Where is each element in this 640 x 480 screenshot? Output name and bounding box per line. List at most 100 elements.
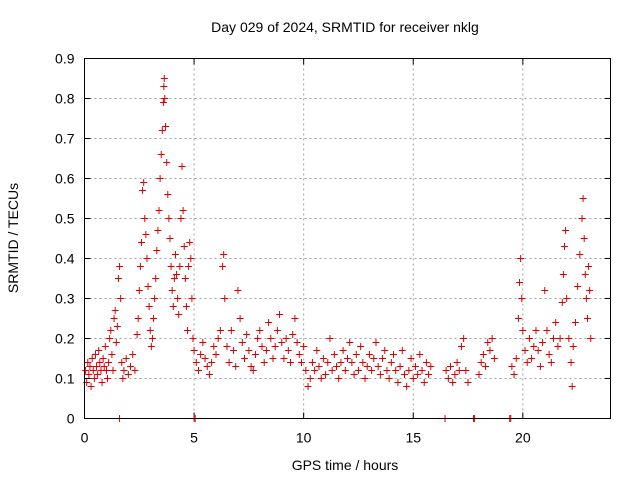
data-point-marker (84, 359, 92, 366)
data-point-marker (324, 359, 332, 366)
data-point-marker (563, 295, 571, 302)
y-tick-label: 0.2 (55, 331, 75, 347)
y-tick-label: 0.4 (55, 251, 75, 267)
data-point-marker (453, 359, 461, 366)
data-point-marker (95, 347, 103, 354)
data-point-marker (576, 251, 584, 258)
data-point-marker (451, 371, 459, 378)
data-point-marker (350, 371, 358, 378)
data-point-marker (565, 335, 573, 342)
data-point-marker (152, 275, 160, 282)
data-point-marker (534, 347, 542, 354)
data-point-marker (394, 379, 402, 386)
data-point-marker (158, 127, 166, 134)
data-point-marker (484, 339, 492, 346)
data-point-marker (260, 359, 268, 366)
data-point-marker (344, 355, 351, 362)
data-point-marker (273, 327, 281, 334)
data-point-marker (181, 275, 189, 282)
data-point-marker (354, 367, 362, 374)
data-point-marker (293, 339, 301, 346)
data-point-marker (199, 339, 207, 346)
data-point-marker (267, 335, 275, 342)
data-point-marker (175, 311, 183, 318)
data-point-marker (108, 351, 116, 358)
data-point-marker (313, 347, 321, 354)
data-point-marker (141, 215, 149, 222)
plot-frame (84, 58, 611, 419)
data-point-marker (523, 359, 531, 366)
data-point-marker (508, 363, 516, 370)
data-point-marker (315, 363, 323, 370)
data-point-marker (422, 359, 430, 366)
x-tick-label: 0 (81, 430, 89, 446)
data-point-marker (581, 271, 589, 278)
data-point-marker (482, 363, 490, 370)
data-point-marker (205, 371, 213, 378)
data-point-marker (240, 355, 248, 362)
data-point-marker (586, 287, 594, 294)
data-point-marker (306, 375, 314, 382)
x-tick-label: 15 (405, 430, 421, 446)
data-point-marker (486, 347, 494, 354)
y-tick-label: 0.1 (55, 371, 75, 387)
data-point-marker (405, 367, 413, 374)
data-point-marker (188, 295, 196, 302)
data-point-marker (236, 315, 244, 322)
data-point-marker (569, 343, 577, 350)
data-point-marker (120, 367, 128, 374)
data-point-marker (385, 375, 393, 382)
axis-ticks: 0 0.1 0.2 0.3 0.4 0.5 0.6 0.7 0.8 0.9 0 5 10 15 20 (55, 51, 611, 446)
data-point-marker (182, 303, 190, 310)
data-point-marker (271, 343, 279, 350)
data-point-marker (93, 363, 101, 370)
data-point-marker (464, 379, 472, 386)
data-point-marker (163, 159, 171, 166)
data-point-marker (156, 175, 164, 182)
data-point-marker (363, 363, 371, 370)
data-point-marker (101, 343, 109, 350)
data-point-marker (379, 355, 387, 362)
data-point-marker (160, 75, 168, 82)
data-point-marker (475, 371, 483, 378)
data-point-marker (109, 367, 117, 374)
data-point-marker (189, 335, 197, 342)
data-point-marker (337, 359, 345, 366)
data-point-marker (579, 195, 587, 202)
data-point-marker (112, 339, 120, 346)
data-point-marker (221, 295, 229, 302)
data-point-marker (392, 367, 400, 374)
data-point-marker (319, 355, 327, 362)
data-point-marker (127, 363, 135, 370)
data-point-marker (427, 363, 435, 370)
data-point-marker (91, 351, 99, 358)
y-tick-label: 0.5 (55, 211, 75, 227)
data-point-marker (219, 263, 227, 270)
data-point-marker (403, 383, 411, 390)
data-point-marker (550, 335, 558, 342)
data-point-marker (210, 343, 218, 350)
data-point-marker (99, 355, 107, 362)
data-point-marker (545, 351, 553, 358)
data-point-marker (230, 347, 238, 354)
data-point-marker (339, 347, 347, 354)
data-point-marker (234, 287, 242, 294)
data-point-marker (300, 343, 308, 350)
data-point-marker (376, 371, 384, 378)
data-point-marker (203, 363, 211, 370)
data-point-marker (258, 343, 266, 350)
chart-title: Day 029 of 2024, SRMTID for receiver nkl… (211, 19, 479, 35)
data-point-marker (90, 375, 98, 382)
data-point-marker (102, 367, 110, 374)
data-point-marker (585, 263, 593, 270)
data-point-marker (176, 263, 184, 270)
data-point-marker (297, 359, 305, 366)
data-point-marker (562, 227, 570, 234)
data-point-marker (580, 235, 588, 242)
data-point-marker (167, 263, 175, 270)
data-point-marker (365, 351, 373, 358)
data-point-marker (411, 363, 419, 370)
data-points (82, 75, 595, 422)
data-point-marker (122, 355, 130, 362)
